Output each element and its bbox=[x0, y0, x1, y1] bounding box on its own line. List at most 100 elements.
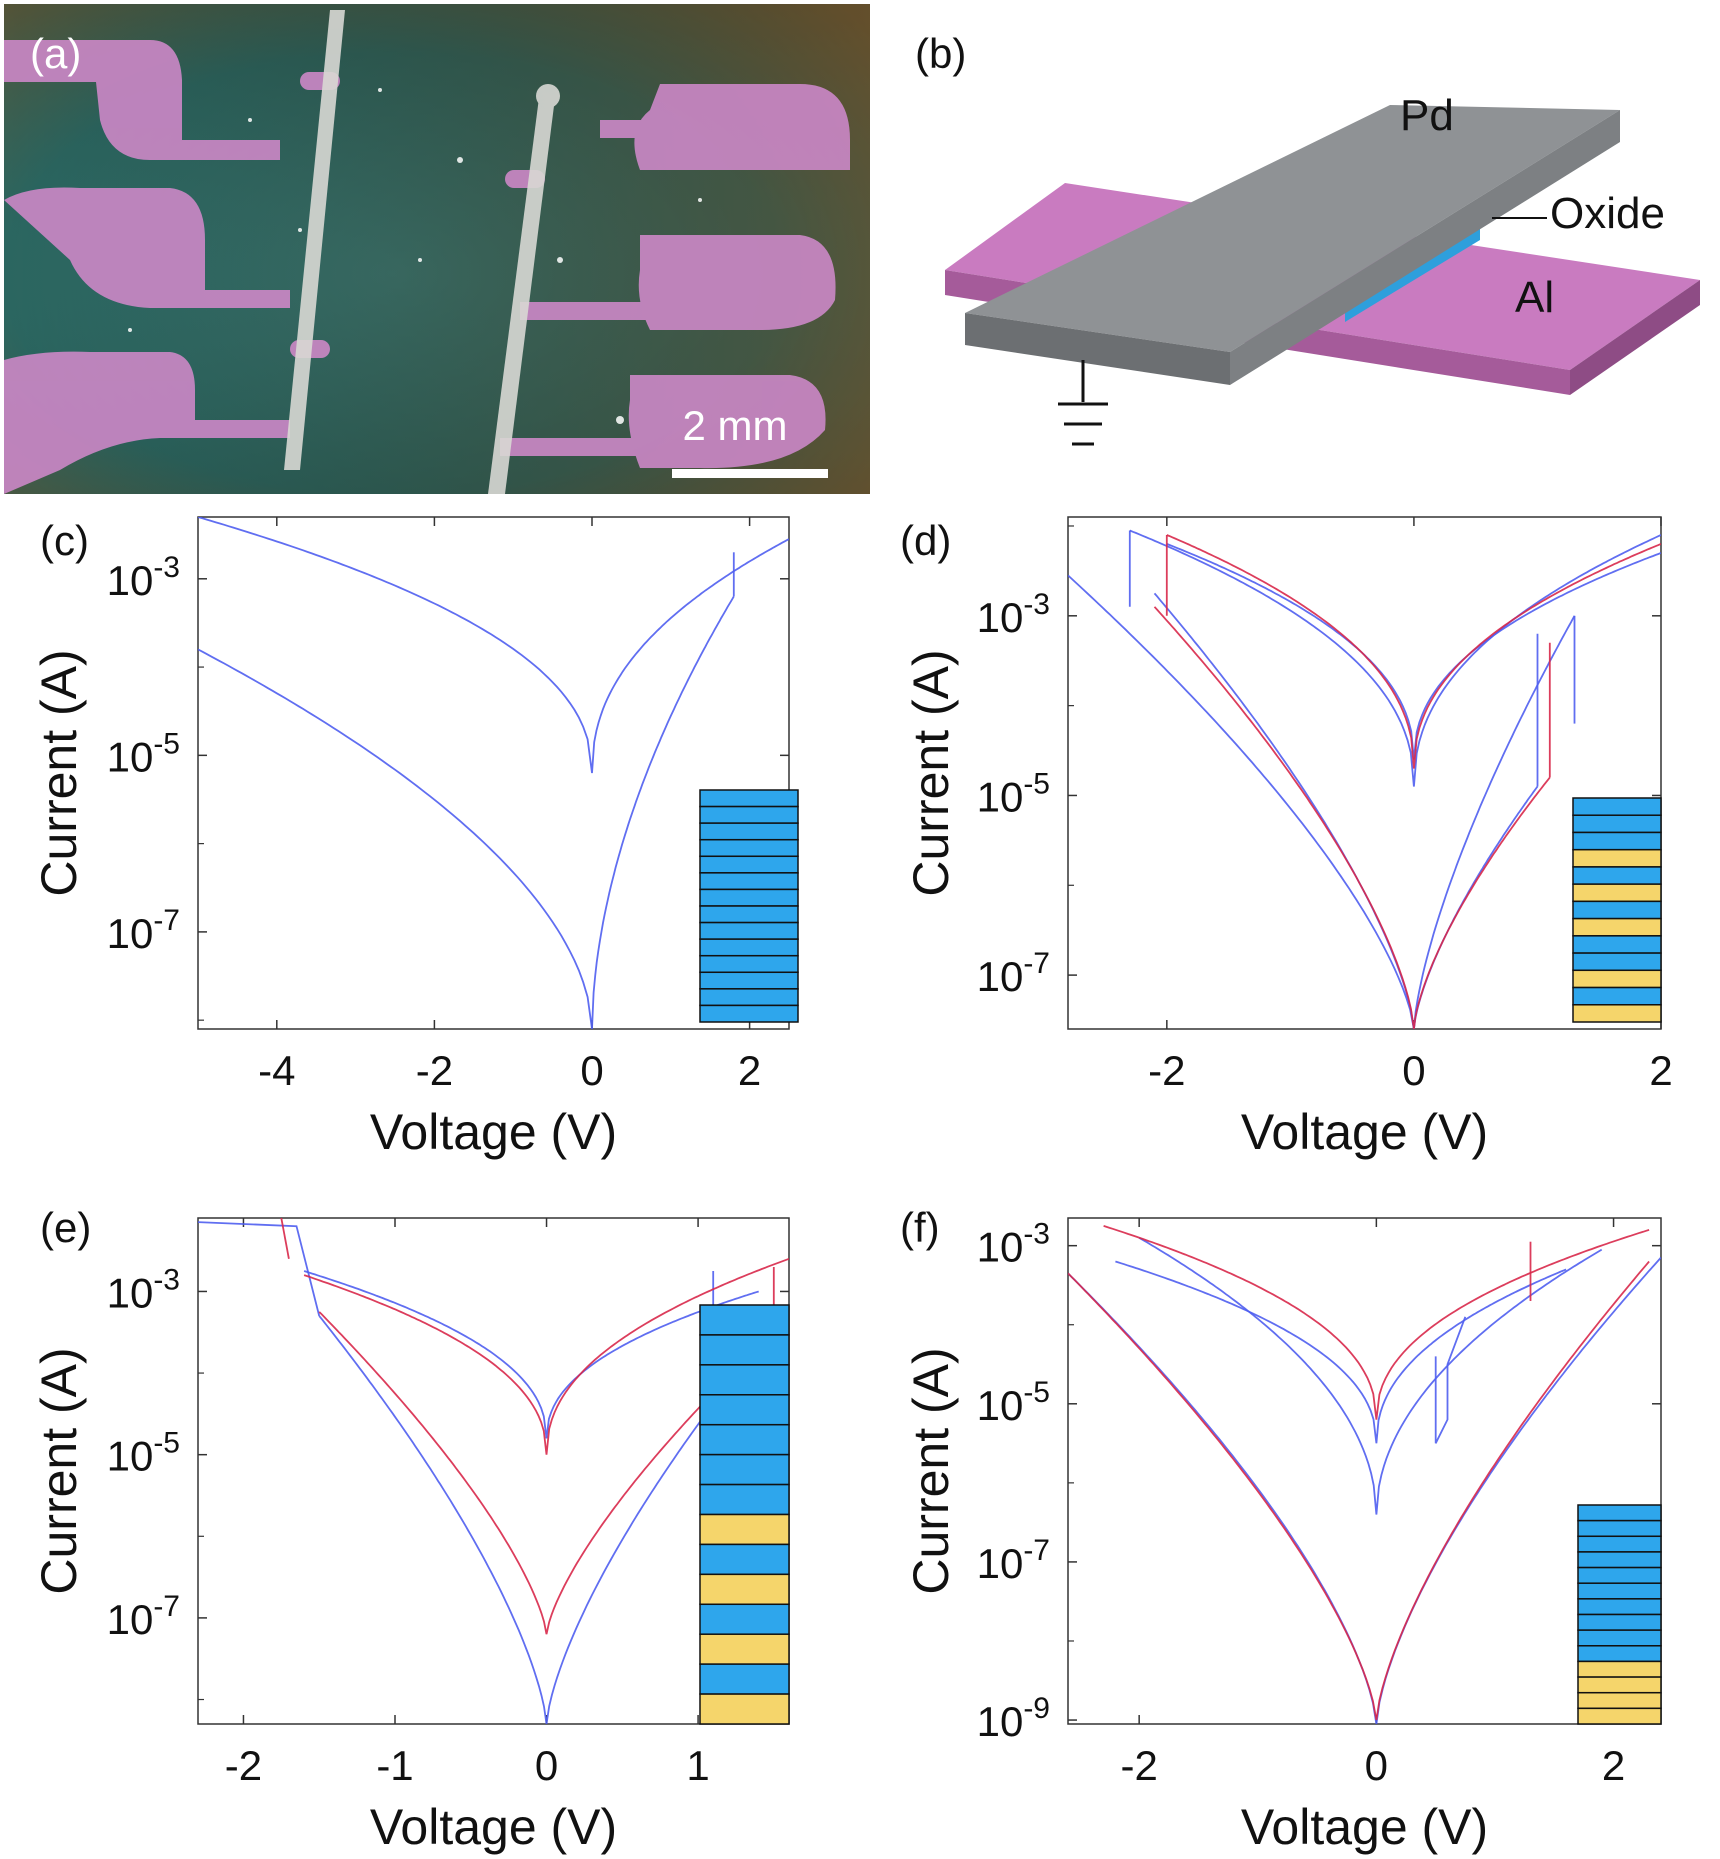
pd-top-electrode bbox=[965, 105, 1620, 385]
scale-bar bbox=[672, 469, 828, 478]
oxide-layer-blue bbox=[1577, 1613, 1662, 1631]
oxide-layer-blue bbox=[1572, 831, 1662, 851]
oxide-layer-blue bbox=[699, 971, 799, 990]
series-group bbox=[1068, 1225, 1661, 1724]
layer-stack-inset bbox=[1572, 797, 1662, 1023]
x-tick-label: -4 bbox=[258, 1047, 295, 1094]
layer-stack-inset bbox=[1577, 1504, 1662, 1725]
label-al: Al bbox=[1515, 273, 1554, 322]
x-tick-label: -2 bbox=[1148, 1047, 1185, 1094]
oxide-layer-blue bbox=[699, 1394, 790, 1426]
oxide-layer-blue bbox=[1577, 1629, 1662, 1647]
oxide-layer-yellow bbox=[1572, 848, 1662, 868]
x-axis-label: Voltage (V) bbox=[1241, 1799, 1488, 1855]
x-tick-label: -1 bbox=[376, 1742, 413, 1789]
oxide-layer-yellow bbox=[1577, 1676, 1662, 1694]
series-line-blue bbox=[1129, 529, 1661, 787]
oxide-layer-yellow bbox=[1572, 1004, 1662, 1023]
oxide-layer-yellow bbox=[1572, 917, 1662, 937]
oxide-layer-blue bbox=[699, 938, 799, 957]
oxide-layer-blue bbox=[699, 805, 799, 824]
oxide-layer-blue bbox=[699, 872, 799, 891]
oxide-layer-blue bbox=[699, 1483, 790, 1516]
oxide-layer-blue bbox=[1572, 900, 1662, 920]
x-axis-label: Voltage (V) bbox=[1241, 1104, 1488, 1160]
series-group bbox=[1068, 529, 1661, 1029]
panel-label-b: (b) bbox=[915, 30, 966, 77]
oxide-layer-yellow bbox=[699, 1693, 790, 1725]
dust-specks bbox=[128, 88, 702, 424]
plot-frame bbox=[1067, 1217, 1662, 1725]
oxide-layer-blue bbox=[1572, 814, 1662, 834]
y-axis-label: Current (A) bbox=[903, 1347, 959, 1594]
series-line-red bbox=[1166, 534, 1661, 769]
y-tick-label: 10-5 bbox=[977, 1376, 1050, 1429]
oxide-layer-blue bbox=[699, 921, 799, 940]
panel-a-photo: (a) 2 mm bbox=[4, 4, 870, 494]
series-line-red bbox=[1103, 1225, 1650, 1420]
series-line-red bbox=[318, 1311, 775, 1635]
y-axis-label: Current (A) bbox=[903, 649, 959, 896]
x-tick-label: 2 bbox=[1602, 1742, 1625, 1789]
x-axis-label: Voltage (V) bbox=[370, 1104, 617, 1160]
oxide-layer-yellow bbox=[699, 1573, 790, 1606]
oxide-layer-blue bbox=[1572, 952, 1662, 972]
oxide-layer-blue bbox=[699, 822, 799, 841]
series-line-blue bbox=[1138, 1237, 1603, 1515]
oxide-layer-blue bbox=[699, 1004, 799, 1023]
x-tick-label: 2 bbox=[1649, 1047, 1672, 1094]
series-line-red bbox=[1068, 1260, 1650, 1721]
y-axis-label: Current (A) bbox=[31, 649, 87, 896]
label-oxide: Oxide bbox=[1550, 189, 1665, 238]
oxide-layer-blue bbox=[699, 1543, 790, 1576]
chart-panel: (c) -4 -2 0 2 10-3 10-5 10-7 Voltage (V) Current … bbox=[31, 516, 799, 1160]
oxide-layer-blue bbox=[699, 855, 799, 874]
oxide-layer-blue bbox=[1577, 1519, 1662, 1538]
series-line-blue bbox=[1434, 1316, 1467, 1444]
y-tick-label: 10-7 bbox=[977, 947, 1050, 1000]
panel-label: (f) bbox=[900, 1204, 940, 1251]
series-line-blue bbox=[303, 1270, 759, 1439]
oxide-layer-yellow bbox=[1577, 1691, 1662, 1710]
oxide-layer-blue bbox=[1577, 1535, 1662, 1553]
y-tick-label: 10-5 bbox=[977, 767, 1050, 820]
oxide-layer-blue bbox=[699, 888, 799, 907]
series-group bbox=[198, 517, 789, 1029]
y-tick-label: 10-3 bbox=[977, 1218, 1050, 1271]
oxide-layer-blue bbox=[1577, 1598, 1662, 1616]
y-axis-label: Current (A) bbox=[31, 1347, 87, 1594]
x-axis-label: Voltage (V) bbox=[370, 1799, 617, 1855]
x-tick-label: 0 bbox=[1365, 1742, 1388, 1789]
x-tick-label: 1 bbox=[686, 1742, 709, 1789]
y-tick-label: 10-7 bbox=[107, 904, 180, 957]
x-tick-label: -2 bbox=[416, 1047, 453, 1094]
top-electrode-lines bbox=[284, 10, 560, 494]
oxide-layer-blue bbox=[1577, 1582, 1662, 1600]
ground-symbol-icon bbox=[1058, 360, 1108, 446]
layer-stack-inset bbox=[699, 789, 799, 1023]
oxide-layer-blue bbox=[699, 1423, 790, 1456]
chart-panel: (f) -2 0 2 10-3 10-5 10-7 10-9 Voltage (V) Curren… bbox=[900, 1204, 1662, 1855]
oxide-layer-blue bbox=[1577, 1504, 1662, 1522]
oxide-layer-blue bbox=[699, 1453, 790, 1486]
oxide-layer-blue bbox=[699, 1334, 790, 1366]
series-line-red bbox=[303, 1257, 789, 1455]
plot-frame bbox=[197, 516, 790, 1030]
y-tick-label: 10-5 bbox=[107, 727, 180, 780]
chart-panel: (e) -2 -1 0 1 10-3 10-5 10-7 Voltage (V) Current … bbox=[31, 1204, 790, 1855]
panel-label: (d) bbox=[900, 517, 951, 564]
series-line-blue bbox=[1068, 574, 1576, 1029]
y-tick-label: 10-3 bbox=[107, 551, 180, 604]
oxide-layer-blue bbox=[699, 789, 799, 808]
oxide-layer-yellow bbox=[1577, 1707, 1662, 1725]
oxide-layer-blue bbox=[1577, 1551, 1662, 1569]
series-line-blue bbox=[198, 595, 735, 1029]
panel-b-schematic: (b) Pd Oxide Al bbox=[915, 30, 1700, 446]
oxide-layer-blue bbox=[699, 1304, 790, 1336]
x-tick-label: 0 bbox=[580, 1047, 603, 1094]
y-tick-label: 10-5 bbox=[107, 1427, 180, 1480]
x-tick-label: -2 bbox=[1120, 1742, 1157, 1789]
oxide-layer-yellow bbox=[1572, 969, 1662, 989]
series-line-blue bbox=[1068, 1256, 1661, 1724]
